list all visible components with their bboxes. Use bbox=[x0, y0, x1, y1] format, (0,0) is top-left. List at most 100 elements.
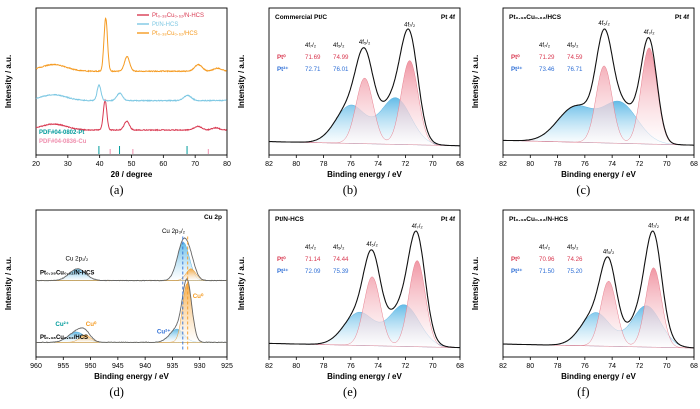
xps-pt4f-chart-ptcu-nhcs: 82 80 78 76 74 72 70 68 Binding energy / eV Inten… bbox=[471, 209, 698, 381]
x-tick-label: 40 bbox=[96, 161, 104, 168]
species-label: Cu⁰ bbox=[193, 293, 204, 300]
x-tick-label: 78 bbox=[553, 161, 561, 168]
y-axis-label: Intensity / a.u. bbox=[471, 55, 480, 108]
region-title: Pt 4f bbox=[441, 14, 456, 21]
species-value: 76.71 bbox=[567, 66, 583, 73]
table-header: 4f₇/₂ bbox=[539, 43, 551, 49]
x-tick-label: 68 bbox=[457, 161, 465, 168]
species-label: Cu²⁺ bbox=[157, 328, 171, 335]
panel-f: 82 80 78 76 74 72 70 68 Binding energy / eV Inten… bbox=[467, 205, 700, 407]
panel-caption-a: (a) bbox=[109, 183, 124, 197]
species-value: 74.59 bbox=[567, 54, 583, 61]
x-axis-label: Binding energy / eV bbox=[328, 170, 403, 179]
xps-component-fill bbox=[502, 267, 694, 349]
x-tick-label: 960 bbox=[30, 363, 42, 370]
xps-component-fill bbox=[502, 47, 694, 146]
xps-envelope bbox=[502, 28, 694, 146]
xrd-chart: 20 30 40 50 60 70 80 2θ / degree Intensity / a.u… bbox=[4, 7, 231, 179]
x-tick-label: 82 bbox=[499, 161, 507, 168]
x-tick-label: 74 bbox=[608, 161, 616, 168]
x-axis-label: Binding energy / eV bbox=[94, 372, 169, 381]
x-tick-label: 70 bbox=[191, 161, 199, 168]
xps-envelope bbox=[269, 230, 461, 349]
peak-label: 4f₅/₂ bbox=[359, 40, 371, 46]
legend-label: Pt/N-HCS bbox=[152, 22, 178, 28]
x-tick-label: 70 bbox=[429, 161, 437, 168]
x-tick-label: 70 bbox=[429, 363, 437, 370]
x-tick-label: 935 bbox=[167, 363, 179, 370]
xps-envelope bbox=[36, 237, 228, 282]
y-axis-label: Intensity / a.u. bbox=[237, 55, 246, 108]
species-value: 74.44 bbox=[333, 256, 349, 263]
species-value: 72.09 bbox=[305, 268, 321, 275]
species-label: Pt⁰ bbox=[277, 54, 286, 61]
y-axis-label: Intensity / a.u. bbox=[237, 257, 246, 310]
species-value: 75.20 bbox=[567, 268, 583, 275]
panel-d: 960 955 950 945 940 935 930 925 Binding energy /… bbox=[0, 205, 233, 407]
species-value: 75.39 bbox=[333, 268, 349, 275]
x-tick-label: 72 bbox=[635, 363, 643, 370]
reference-label: PDF#04-0802-Pt bbox=[39, 130, 84, 136]
x-tick-label: 78 bbox=[553, 363, 561, 370]
sample-title: Commercial Pt/C bbox=[275, 14, 327, 21]
region-title: Pt 4f bbox=[675, 14, 690, 21]
x-tick-label: 68 bbox=[690, 363, 698, 370]
panel-e: 82 80 78 76 74 72 70 68 Binding energy / eV Inten… bbox=[233, 205, 466, 407]
species-label: Pt⁰ bbox=[277, 256, 286, 263]
xps-pt4f-chart-commercial-ptc: 82 80 78 76 74 72 70 68 Binding energy / eV Inten… bbox=[237, 7, 465, 179]
species-label: Pt⁰ bbox=[511, 54, 520, 61]
panel-caption-e: (e) bbox=[343, 385, 357, 399]
region-title: Pt 4f bbox=[441, 216, 456, 223]
species-label: Cu⁰ bbox=[86, 321, 97, 328]
x-axis-label: Binding energy / eV bbox=[561, 170, 636, 179]
x-tick-label: 50 bbox=[128, 161, 136, 168]
table-header: 4f₅/₂ bbox=[567, 245, 579, 251]
species-label: Pt²⁺ bbox=[511, 268, 523, 275]
sample-title: Pt/N-HCS bbox=[275, 216, 305, 223]
x-tick-label: 70 bbox=[663, 161, 671, 168]
x-tick-label: 945 bbox=[112, 363, 124, 370]
region-title: Cu 2p bbox=[204, 214, 222, 221]
peak-label: 4f₇/₂ bbox=[643, 30, 655, 36]
x-tick-label: 60 bbox=[160, 161, 168, 168]
peak-label: 4f₇/₂ bbox=[648, 224, 660, 230]
xps-cu2p-chart: 960 955 950 945 940 935 930 925 Binding energy /… bbox=[4, 209, 233, 381]
peak-label: 4f₇/₂ bbox=[405, 22, 417, 28]
x-tick-label: 76 bbox=[347, 161, 355, 168]
y-axis-label: Intensity / a.u. bbox=[4, 55, 13, 108]
x-tick-label: 76 bbox=[581, 363, 589, 370]
xrd-curve bbox=[35, 83, 228, 103]
xps-component-fill bbox=[269, 60, 461, 147]
reference-label: PDF#04-0836-Cu bbox=[39, 139, 87, 145]
x-tick-label: 82 bbox=[499, 363, 507, 370]
panel-c: 82 80 78 76 74 72 70 68 Binding energy / eV Inten… bbox=[467, 3, 700, 205]
x-tick-label: 72 bbox=[635, 161, 643, 168]
species-value: 74.26 bbox=[567, 256, 583, 263]
panel-a: 20 30 40 50 60 70 80 2θ / degree Intensity / a.u… bbox=[0, 3, 233, 205]
species-value: 70.96 bbox=[539, 256, 555, 263]
panel-caption-f: (f) bbox=[577, 385, 590, 399]
sample-title: Pt₀.₃₈Cu₀.₆₂/HCS bbox=[509, 14, 562, 21]
x-tick-label: 940 bbox=[139, 363, 151, 370]
species-value: 71.14 bbox=[305, 256, 321, 263]
trace-name: Pt₀.₃₈Cu₀.₆₂/HCS bbox=[40, 335, 88, 341]
xps-pt4f-chart-pt-nhcs: 82 80 78 76 74 72 70 68 Binding energy / eV Inten… bbox=[237, 209, 464, 381]
trace-name: Pt₀.₃₈Cu₀.₆₂/N-HCS bbox=[40, 271, 94, 277]
x-tick-label: 82 bbox=[266, 363, 274, 370]
species-label: Pt²⁺ bbox=[277, 268, 289, 275]
panel-caption-c: (c) bbox=[576, 183, 591, 197]
x-tick-label: 68 bbox=[690, 161, 698, 168]
x-tick-label: 80 bbox=[223, 161, 231, 168]
xps-envelope bbox=[269, 28, 461, 147]
x-tick-label: 70 bbox=[663, 363, 671, 370]
species-value: 73.46 bbox=[539, 66, 555, 73]
panel-caption-d: (d) bbox=[109, 385, 124, 399]
species-value: 71.29 bbox=[539, 54, 555, 61]
x-tick-label: 76 bbox=[581, 161, 589, 168]
x-tick-label: 74 bbox=[375, 363, 383, 370]
x-tick-label: 930 bbox=[194, 363, 206, 370]
x-tick-label: 80 bbox=[526, 161, 534, 168]
species-value: 72.71 bbox=[305, 66, 321, 73]
legend-label: Pt₀.₃₈Cu₀.₆₂/N-HCS bbox=[152, 13, 204, 19]
x-tick-label: 950 bbox=[85, 363, 97, 370]
